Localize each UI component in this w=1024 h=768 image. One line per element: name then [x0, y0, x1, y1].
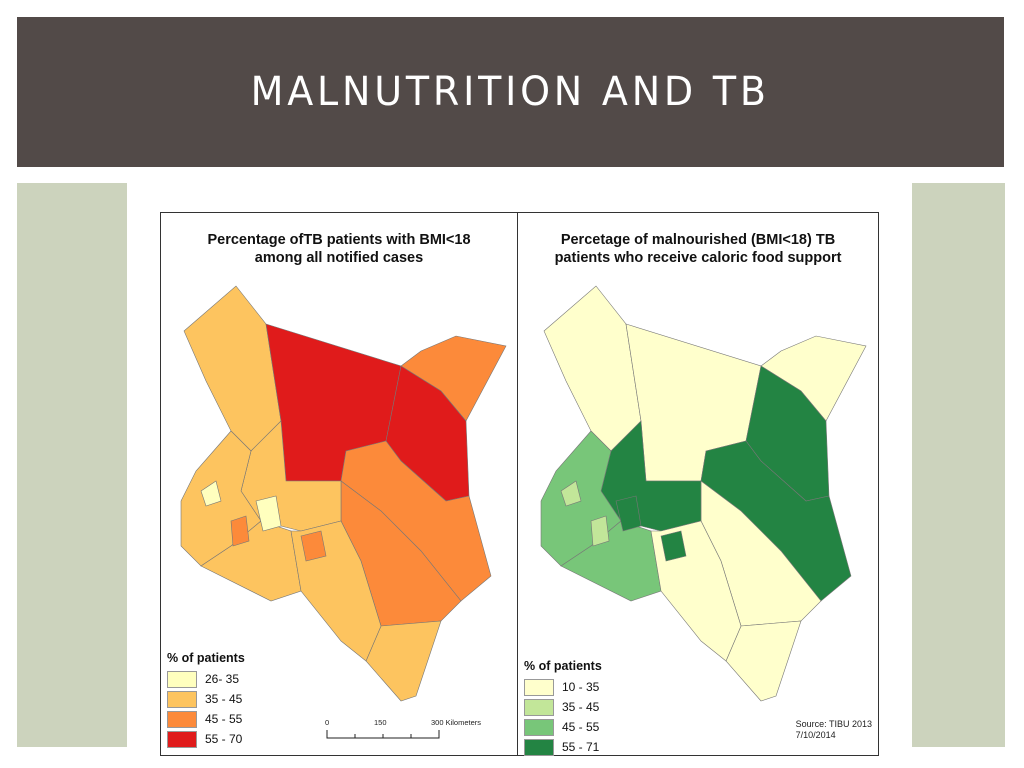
legend-swatch: [167, 710, 197, 728]
right-map-title-line2: patients who receive caloric food suppor…: [554, 250, 842, 266]
left-map-title: Percentage ofTB patients with BMI<18 amo…: [161, 231, 517, 267]
legend-swatch: [167, 730, 197, 748]
right-legend: % of patients 10 - 35 35 - 45 45 - 55 55…: [524, 659, 602, 757]
county-region: [590, 515, 610, 547]
legend-swatch: [524, 698, 554, 716]
legend-label: 55 - 70: [205, 732, 243, 746]
legend-item: 55 - 71: [524, 737, 602, 757]
legend-swatch: [167, 690, 197, 708]
legend-title: % of patients: [167, 651, 245, 665]
scale-label-150: 150: [374, 718, 387, 727]
left-side-panel: [17, 183, 127, 747]
legend-item: 45 - 55: [167, 709, 245, 729]
legend-label: 26- 35: [205, 672, 240, 686]
source-date: 7/10/2014: [795, 730, 836, 740]
food-support-map-panel: Percetage of malnourished (BMI<18) TB pa…: [517, 212, 879, 756]
legend-label: 55 - 71: [562, 740, 600, 754]
legend-item: 26- 35: [167, 669, 245, 689]
legend-label: 45 - 55: [205, 712, 243, 726]
title-bar: MALNUTRITION AND TB: [17, 17, 1004, 167]
kenya-food-support-map: [540, 285, 867, 702]
slide-title: MALNUTRITION AND TB: [250, 69, 771, 115]
kenya-bmi-map: [180, 285, 507, 702]
county-region: [615, 495, 642, 532]
legend-label: 10 - 35: [562, 680, 600, 694]
county-region: [230, 515, 250, 547]
legend-item: 35 - 45: [167, 689, 245, 709]
legend-title: % of patients: [524, 659, 602, 673]
legend-item: 10 - 35: [524, 677, 602, 697]
legend-swatch: [524, 718, 554, 736]
county-region: [255, 495, 282, 532]
scale-label-300: 300 Kilometers: [431, 718, 482, 727]
right-side-panel: [912, 183, 1005, 747]
county-region: [300, 530, 327, 562]
legend-label: 35 - 45: [562, 700, 600, 714]
right-map-title: Percetage of malnourished (BMI<18) TB pa…: [518, 231, 878, 267]
left-map-title-line2: among all notified cases: [254, 250, 424, 266]
source-text: Source: TIBU 2013: [795, 719, 872, 729]
left-map-title-line1: Percentage ofTB patients with BMI<18: [207, 232, 471, 248]
legend-item: 35 - 45: [524, 697, 602, 717]
bmi-map-panel: Percentage ofTB patients with BMI<18 amo…: [160, 212, 518, 756]
legend-swatch: [524, 738, 554, 756]
legend-item: 45 - 55: [524, 717, 602, 737]
legend-label: 35 - 45: [205, 692, 243, 706]
left-legend: % of patients 26- 35 35 - 45 45 - 55 55 …: [167, 651, 245, 749]
county-region: [183, 285, 282, 452]
county-region: [660, 530, 687, 562]
legend-swatch: [167, 670, 197, 688]
scale-label-0: 0: [325, 718, 330, 727]
county-region: [543, 285, 642, 452]
scale-bar: 0 150 300 Kilometers: [321, 718, 521, 748]
legend-label: 45 - 55: [562, 720, 600, 734]
county-region: [560, 480, 582, 507]
source-note: Source: TIBU 2013 7/10/2014: [796, 719, 872, 741]
legend-swatch: [524, 678, 554, 696]
county-region: [200, 480, 222, 507]
right-map-title-line1: Percetage of malnourished (BMI<18) TB: [560, 232, 836, 248]
legend-item: 55 - 70: [167, 729, 245, 749]
